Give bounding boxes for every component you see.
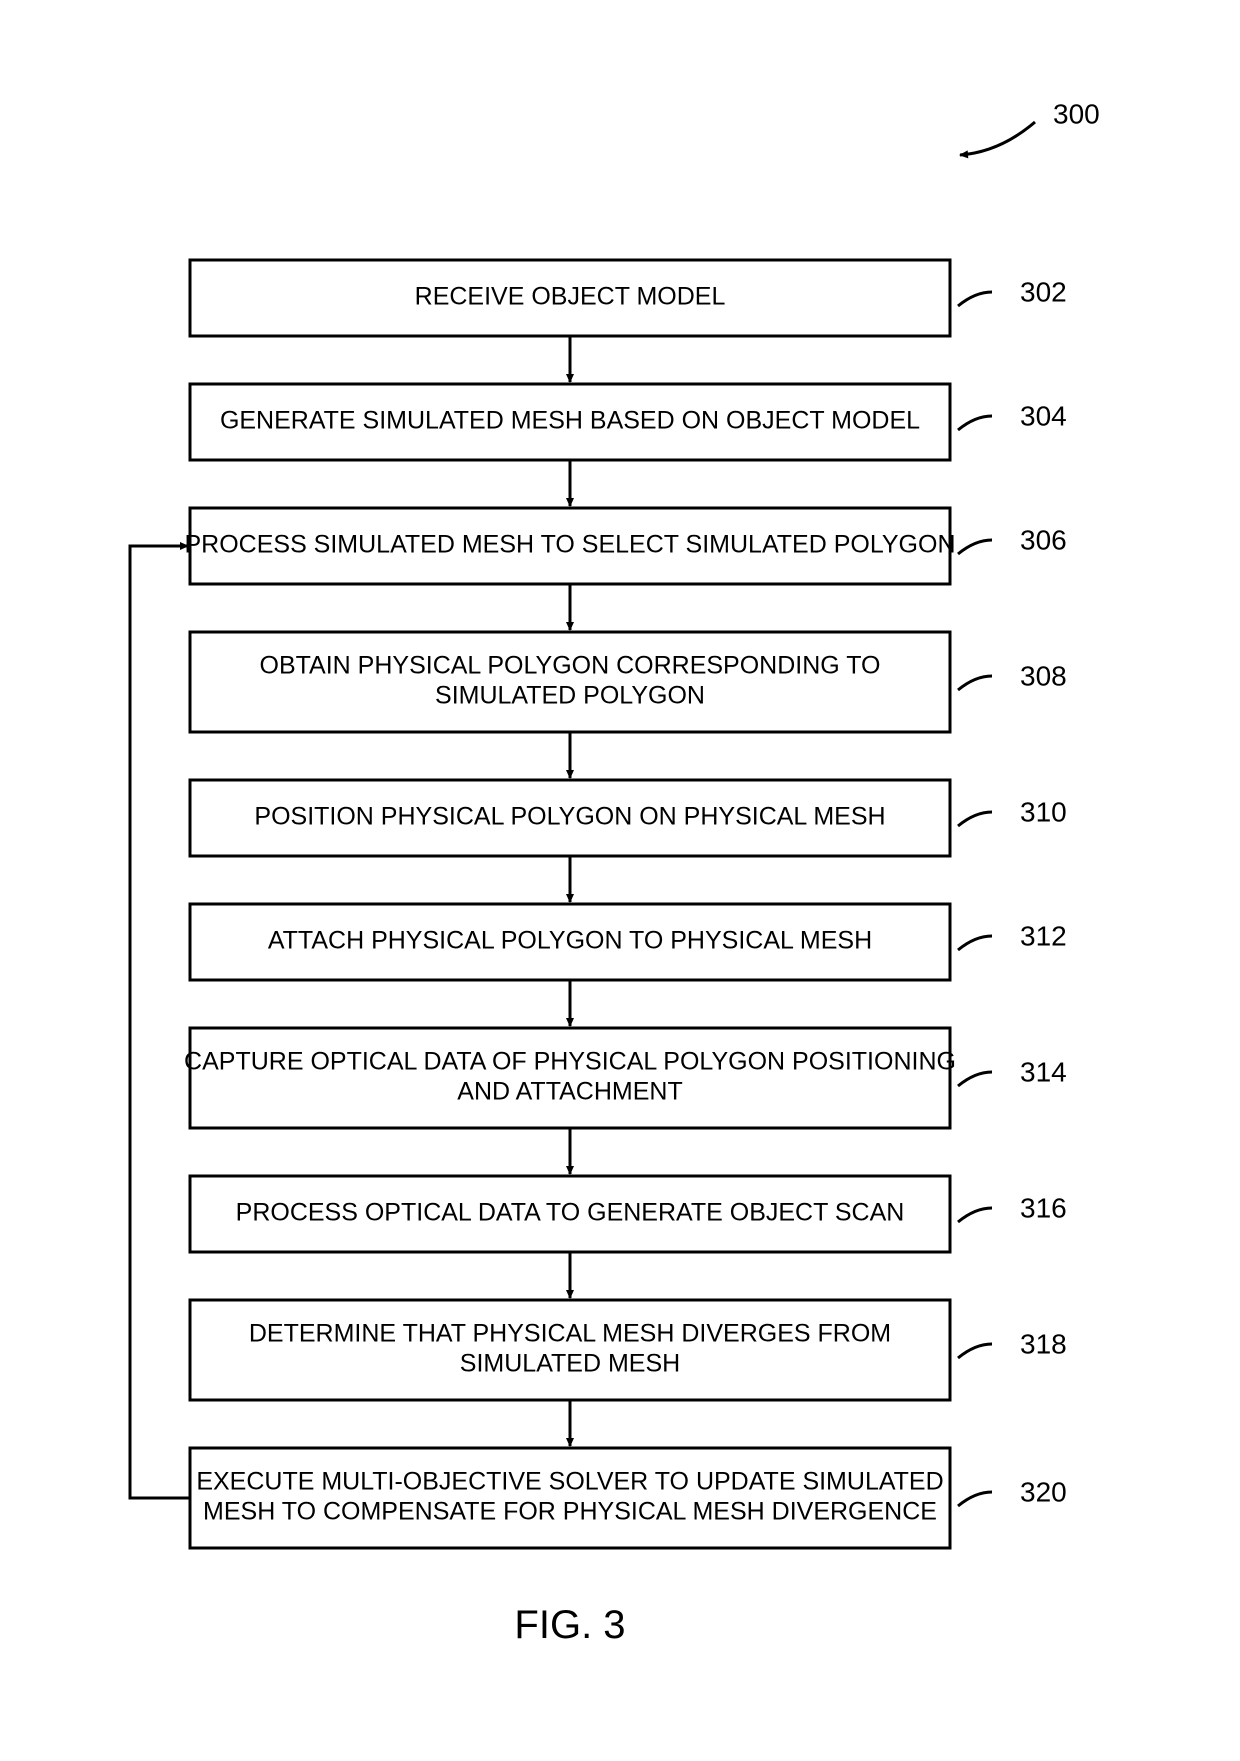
ref-tick-318 [958, 1344, 992, 1358]
flow-step-318-text: DETERMINE THAT PHYSICAL MESH DIVERGES FR… [249, 1320, 891, 1348]
diagram-ref-300: 300 [1053, 98, 1100, 129]
ref-tick-316 [958, 1208, 992, 1222]
ref-tick-320 [958, 1492, 992, 1506]
ref-label-308: 308 [1020, 660, 1067, 691]
flow-step-320-text: EXECUTE MULTI-OBJECTIVE SOLVER TO UPDATE… [196, 1468, 943, 1496]
ref-tick-308 [958, 676, 992, 690]
ref-tick-310 [958, 812, 992, 826]
ref-label-312: 312 [1020, 920, 1067, 951]
ref-tick-314 [958, 1072, 992, 1086]
ref-tick-304 [958, 416, 992, 430]
flow-step-314-text: AND ATTACHMENT [457, 1078, 682, 1106]
ref-tick-312 [958, 936, 992, 950]
ref-tick-302 [958, 292, 992, 306]
flow-step-318-text: SIMULATED MESH [460, 1350, 680, 1378]
ref-label-310: 310 [1020, 796, 1067, 827]
flow-step-320-text: MESH TO COMPENSATE FOR PHYSICAL MESH DIV… [203, 1498, 937, 1526]
flow-step-308-text: SIMULATED POLYGON [435, 682, 705, 710]
ref-label-304: 304 [1020, 400, 1067, 431]
flow-step-312-text: ATTACH PHYSICAL POLYGON TO PHYSICAL MESH [268, 927, 872, 955]
flow-step-316-text: PROCESS OPTICAL DATA TO GENERATE OBJECT … [236, 1199, 905, 1227]
flow-step-306-text: PROCESS SIMULATED MESH TO SELECT SIMULAT… [184, 531, 955, 559]
ref-label-306: 306 [1020, 524, 1067, 555]
ref-label-316: 316 [1020, 1192, 1067, 1223]
flow-step-302-text: RECEIVE OBJECT MODEL [415, 283, 726, 311]
ref-label-314: 314 [1020, 1056, 1067, 1087]
flow-step-304-text: GENERATE SIMULATED MESH BASED ON OBJECT … [220, 407, 920, 435]
flowchart: 300 RECEIVE OBJECT MODEL 302 GENERATE SIMUL… [0, 0, 1240, 1761]
flow-step-310-text: POSITION PHYSICAL POLYGON ON PHYSICAL ME… [254, 803, 885, 831]
ref-label-302: 302 [1020, 276, 1067, 307]
diagram-pointer-arrow [960, 122, 1035, 155]
flow-step-314-text: CAPTURE OPTICAL DATA OF PHYSICAL POLYGON… [184, 1048, 956, 1076]
feedback-loop-arrow [130, 546, 190, 1498]
flow-step-308-text: OBTAIN PHYSICAL POLYGON CORRESPONDING TO [260, 652, 881, 680]
ref-label-318: 318 [1020, 1328, 1067, 1359]
ref-tick-306 [958, 540, 992, 554]
ref-label-320: 320 [1020, 1476, 1067, 1507]
figure-caption: FIG. 3 [514, 1603, 625, 1647]
